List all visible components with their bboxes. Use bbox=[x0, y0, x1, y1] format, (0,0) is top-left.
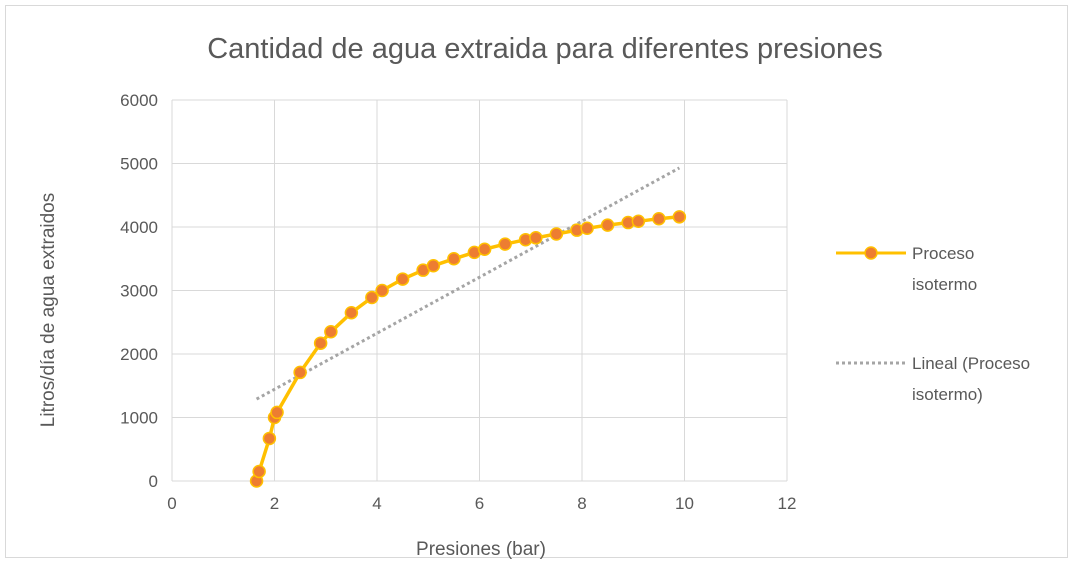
legend-series-label-1: Proceso bbox=[912, 244, 974, 263]
y-tick-label: 0 bbox=[149, 472, 158, 491]
trendline-layer bbox=[255, 166, 681, 401]
data-point bbox=[672, 210, 687, 224]
x-tick-label: 10 bbox=[675, 494, 694, 513]
x-axis-title: Presiones (bar) bbox=[416, 539, 546, 560]
gridlines bbox=[171, 99, 788, 482]
chart-frame bbox=[5, 5, 1068, 558]
series-line bbox=[254, 215, 680, 482]
y-tick-label: 4000 bbox=[120, 218, 158, 237]
chart-title: Cantidad de agua extraida para diferente… bbox=[207, 33, 883, 65]
data-point bbox=[580, 221, 594, 236]
data-point bbox=[498, 237, 512, 251]
trendline bbox=[255, 166, 681, 401]
data-point bbox=[549, 227, 564, 241]
data-point bbox=[631, 214, 646, 229]
data-point bbox=[293, 365, 307, 380]
x-tick-label: 8 bbox=[577, 494, 586, 513]
data-point bbox=[600, 218, 615, 232]
y-tick-labels: 0 1000 2000 3000 4000 5000 6000 bbox=[120, 91, 158, 491]
data-point bbox=[447, 252, 461, 266]
series-layer bbox=[249, 210, 687, 488]
data-point bbox=[252, 464, 266, 479]
data-point bbox=[270, 405, 284, 420]
data-point bbox=[262, 431, 277, 446]
data-point bbox=[426, 258, 441, 273]
x-tick-label: 6 bbox=[475, 494, 484, 513]
data-point bbox=[313, 336, 328, 350]
y-tick-label: 5000 bbox=[120, 155, 158, 174]
x-tick-label: 2 bbox=[270, 494, 279, 513]
data-point bbox=[344, 305, 359, 320]
legend-trend-label-1: Lineal (Proceso bbox=[912, 354, 1030, 373]
legend: Proceso isotermo Lineal (Proceso isoterm… bbox=[836, 244, 1030, 404]
data-point bbox=[477, 242, 492, 256]
legend-trend-label-2: isotermo) bbox=[912, 385, 983, 404]
x-tick-label: 12 bbox=[778, 494, 797, 513]
x-tick-label: 4 bbox=[372, 494, 381, 513]
y-tick-label: 6000 bbox=[120, 91, 158, 110]
y-tick-label: 3000 bbox=[120, 282, 158, 301]
data-point bbox=[324, 325, 338, 339]
data-point bbox=[529, 231, 543, 245]
data-point bbox=[652, 211, 666, 226]
legend-series-marker bbox=[864, 246, 878, 260]
x-tick-labels: 0 2 4 6 8 10 12 bbox=[167, 494, 796, 513]
y-tick-label: 1000 bbox=[120, 409, 158, 428]
y-tick-label: 2000 bbox=[120, 345, 158, 364]
data-point bbox=[375, 283, 389, 298]
x-tick-label: 0 bbox=[167, 494, 176, 513]
legend-series-label-2: isotermo bbox=[912, 275, 977, 294]
data-point bbox=[395, 272, 410, 286]
data-point bbox=[365, 290, 379, 305]
y-axis-title: Litros/día de agua extraidos bbox=[38, 193, 59, 428]
